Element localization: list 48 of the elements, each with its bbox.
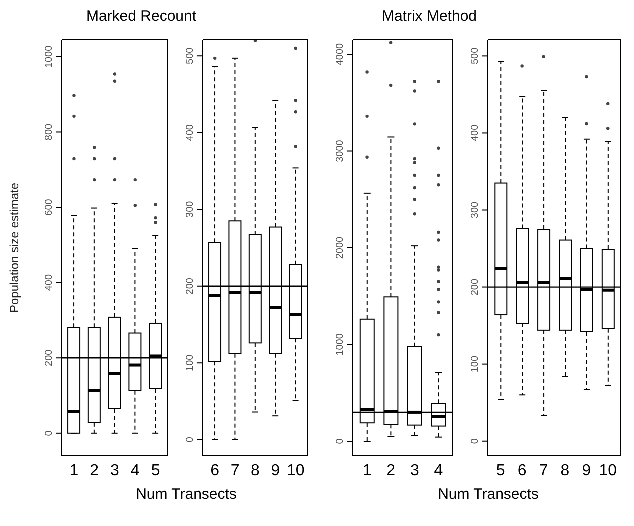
x-tick-label: 1 xyxy=(70,462,79,480)
y-tick-label: 500 xyxy=(185,47,196,64)
x-axis-title: Num Transects xyxy=(437,486,540,505)
y-tick-label: 2000 xyxy=(335,236,346,260)
x-tick-label: 1 xyxy=(362,462,372,480)
chart-title: Matrix Method xyxy=(380,8,478,27)
x-tick-label: 9 xyxy=(582,462,592,480)
x-tick-label: 6 xyxy=(518,462,527,480)
y-tick-label: 400 xyxy=(44,274,55,292)
y-tick-label: 4000 xyxy=(335,42,346,66)
y-tick-label: 200 xyxy=(185,278,196,295)
y-tick-label: 0 xyxy=(185,436,196,443)
x-tick-label: 5 xyxy=(151,462,160,480)
x-tick-label: 6 xyxy=(210,462,220,480)
x-tick-label: 8 xyxy=(251,462,260,480)
x-tick-label: 2 xyxy=(90,462,100,480)
chart-title: Marked Recount xyxy=(85,8,198,27)
x-tick-label: 10 xyxy=(286,462,305,480)
y-tick-label: 0 xyxy=(470,438,481,444)
x-tick-label: 4 xyxy=(130,462,140,480)
x-tick-label: 5 xyxy=(496,462,506,480)
y-axis-title: Population size estimate xyxy=(7,182,22,314)
x-tick-label: 4 xyxy=(434,462,444,480)
x-tick-label: 9 xyxy=(271,462,280,480)
y-tick-label: 500 xyxy=(470,47,481,65)
y-tick-label: 400 xyxy=(470,124,481,142)
y-tick-label: 3000 xyxy=(335,140,346,162)
y-tick-label: 1000 xyxy=(44,45,55,68)
y-tick-label: 0 xyxy=(44,430,55,436)
y-tick-label: 1000 xyxy=(335,333,346,356)
y-tick-label: 300 xyxy=(470,201,481,219)
y-tick-label: 200 xyxy=(44,349,55,366)
y-tick-label: 0 xyxy=(335,438,346,444)
x-tick-label: 2 xyxy=(386,462,396,480)
x-tick-label: 8 xyxy=(560,462,570,480)
x-tick-label: 10 xyxy=(599,462,618,480)
y-tick-label: 400 xyxy=(185,124,196,142)
x-tick-label: 3 xyxy=(410,462,420,480)
y-tick-label: 800 xyxy=(44,123,55,141)
x-tick-label: 3 xyxy=(110,462,120,480)
y-tick-label: 300 xyxy=(185,200,196,218)
y-tick-label: 600 xyxy=(44,198,55,216)
x-tick-label: 7 xyxy=(539,462,548,480)
y-tick-label: 100 xyxy=(470,356,481,373)
x-axis-title: Num Transects xyxy=(135,486,238,505)
x-tick-label: 7 xyxy=(230,462,240,480)
y-tick-label: 200 xyxy=(470,278,481,296)
y-tick-label: 100 xyxy=(185,354,196,372)
